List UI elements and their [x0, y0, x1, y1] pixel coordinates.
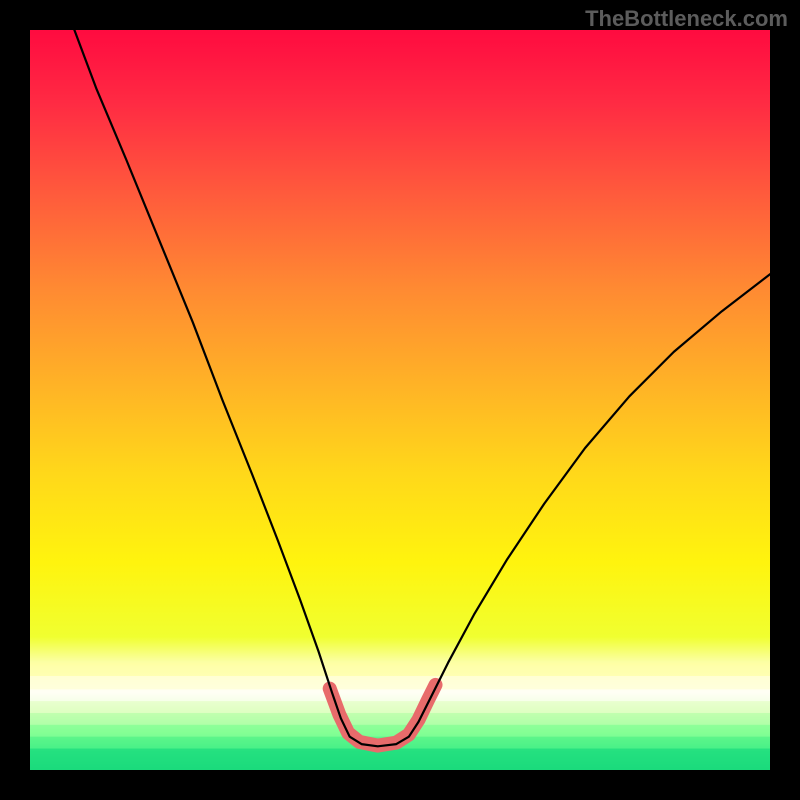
- chart-canvas: [0, 0, 800, 800]
- watermark-text: TheBottleneck.com: [585, 6, 788, 32]
- bottleneck-chart: TheBottleneck.com: [0, 0, 800, 800]
